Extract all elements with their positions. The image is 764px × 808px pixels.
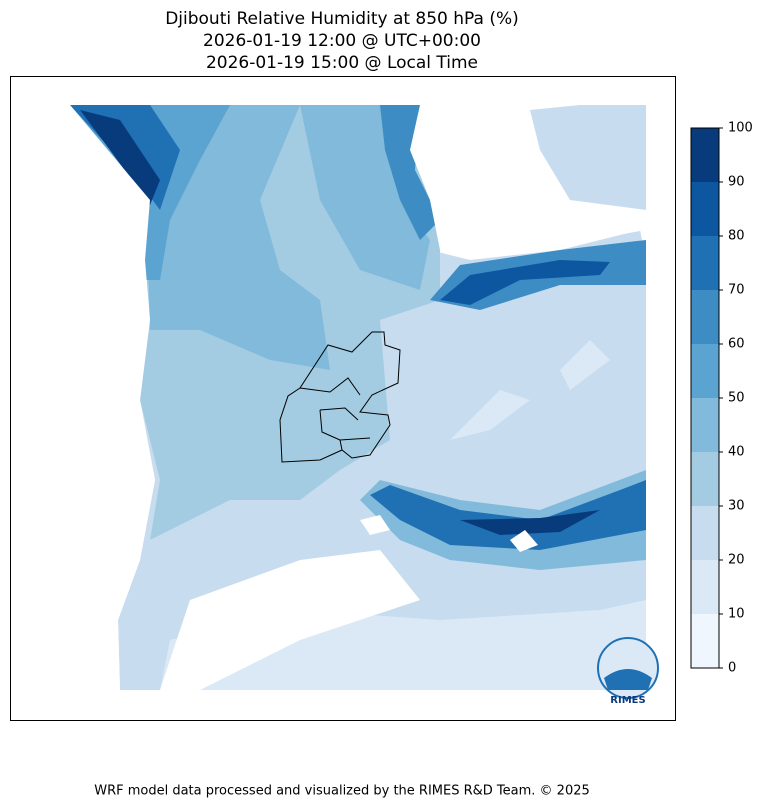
colorbar-tick-label: 40: [728, 445, 745, 460]
colorbar: 0 10 20 30 40 50 60 70 80 90 100: [690, 121, 753, 676]
logo-text: RIMES: [610, 695, 645, 706]
contour-90: [80, 110, 160, 205]
map-frame: [10, 76, 676, 721]
colorbar-segment: [691, 614, 719, 668]
contour-10: [450, 390, 530, 440]
contour-90: [460, 510, 600, 535]
colorbar-segment: [691, 560, 719, 614]
colorbar-tick-label: 20: [728, 553, 745, 568]
title-line: Djibouti Relative Humidity at 850 hPa (%…: [165, 9, 519, 29]
colorbar-tick-label: 10: [728, 607, 745, 622]
map: RIMES: [10, 76, 676, 721]
colorbar-tick-label: 30: [728, 499, 745, 514]
contour-80: [440, 260, 610, 305]
colorbar-segment: [691, 506, 719, 560]
land-mask: [510, 530, 538, 552]
colorbar-segment: [691, 398, 719, 452]
colorbar-tick-label: 70: [728, 283, 745, 298]
colorbar-segment: [691, 236, 719, 290]
colorbar-tick-label: 90: [728, 175, 745, 190]
colorbar-tick-label: 0: [728, 661, 736, 676]
colorbar-segment: [691, 344, 719, 398]
colorbar-segment: [691, 182, 719, 236]
footer: WRF model data processed and visualized …: [94, 784, 590, 799]
title-line: 2026-01-19 15:00 @ Local Time: [206, 53, 478, 73]
land-mask: [160, 550, 420, 690]
contour-10: [560, 340, 610, 390]
country-border: [279, 331, 401, 463]
colorbar-segment: [691, 128, 719, 182]
logo-wave: [604, 669, 652, 690]
colorbar-segment: [691, 452, 719, 506]
land-mask: [360, 515, 390, 535]
colorbar-tick-label: 80: [728, 229, 745, 244]
colorbar-tick-label: 50: [728, 391, 745, 406]
colorbar-tick-label: 100: [728, 121, 753, 136]
colorbar-tick-label: 60: [728, 337, 745, 352]
title-line: 2026-01-19 12:00 @ UTC+00:00: [203, 31, 481, 51]
contour-20: [530, 105, 646, 210]
contour-60: [380, 105, 440, 240]
contour-70: [370, 480, 646, 550]
land-mask: [40, 105, 155, 690]
colorbar-segment: [691, 290, 719, 344]
